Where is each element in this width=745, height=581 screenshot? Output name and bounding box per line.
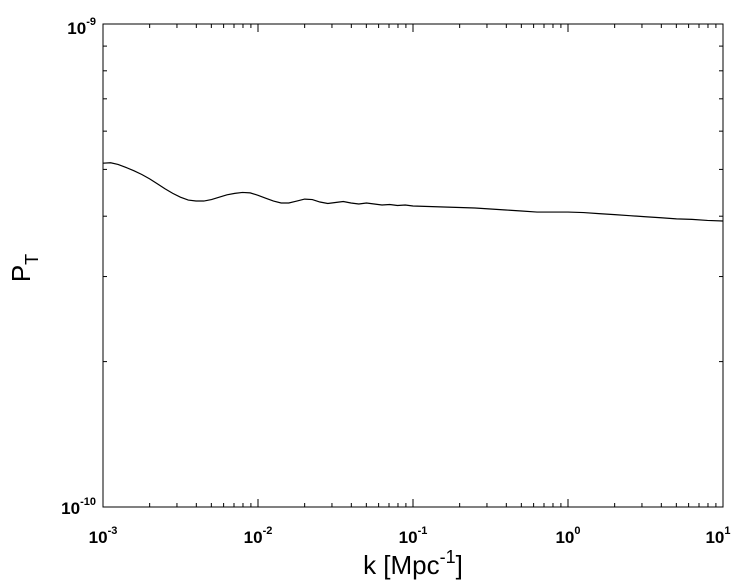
x-tick-label: 100 bbox=[555, 525, 580, 547]
x-tick-label: 101 bbox=[705, 525, 730, 547]
x-tick-label: 10-1 bbox=[399, 525, 428, 547]
x-tick-label: 10-2 bbox=[244, 525, 273, 547]
y-tick-label: 10-9 bbox=[67, 16, 96, 38]
x-axis-title: k [Mpc-1] bbox=[363, 547, 463, 580]
minor-ticks bbox=[103, 24, 723, 507]
series-line bbox=[102, 162, 724, 222]
plot-area bbox=[102, 23, 724, 508]
x-tick-label: 10-3 bbox=[89, 525, 118, 547]
y-axis-title: PT bbox=[6, 254, 42, 282]
y-tick-label: 10-10 bbox=[61, 496, 96, 518]
major-ticks bbox=[102, 23, 724, 508]
